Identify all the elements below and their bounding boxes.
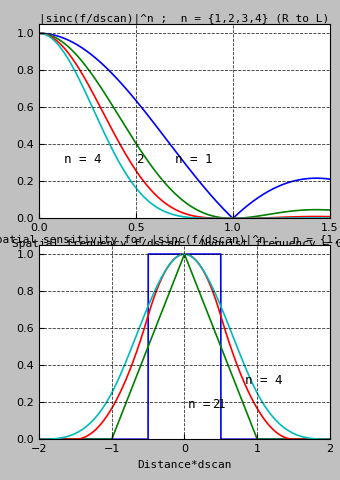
Text: n = 1: n = 1 [188, 398, 225, 411]
Title: |sinc(f/dscan)|^n ;  n = {1,2,3,4} (R to L): |sinc(f/dscan)|^n ; n = {1,2,3,4} (R to … [39, 13, 329, 24]
Title: Spatial sensitivity for |sinc(f/dscan)|^n ;  n = {1,2,3,4}: Spatial sensitivity for |sinc(f/dscan)|^… [0, 234, 340, 244]
Text: n = 4: n = 4 [245, 373, 282, 387]
Text: n = 1: n = 1 [175, 153, 212, 166]
Text: 2: 2 [212, 398, 220, 411]
Text: 2: 2 [136, 153, 143, 166]
X-axis label: Spatial frequency f/dscan;  Nyquist frequency = 0.5: Spatial frequency f/dscan; Nyquist frequ… [12, 239, 340, 249]
X-axis label: Distance*dscan: Distance*dscan [137, 460, 232, 469]
Text: n = 4: n = 4 [64, 153, 102, 166]
